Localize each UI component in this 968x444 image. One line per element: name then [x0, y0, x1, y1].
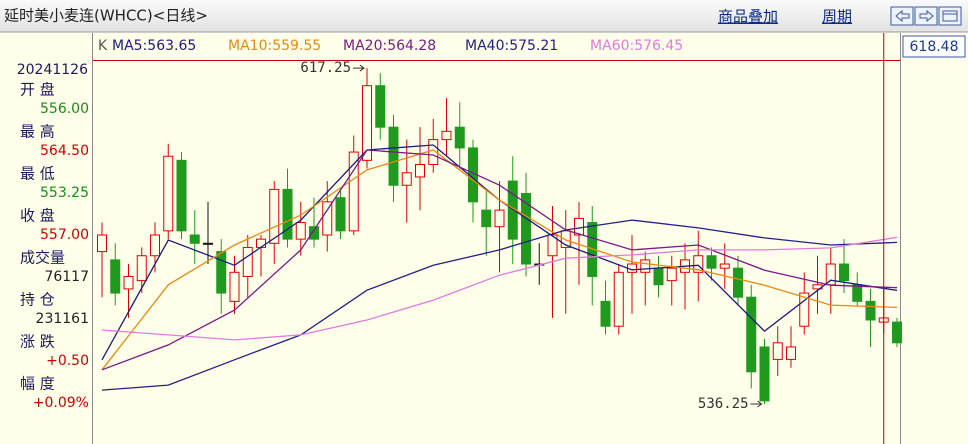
candle-body	[772, 342, 783, 360]
ma-line	[101, 149, 898, 371]
info-value: 76117	[44, 269, 89, 285]
candle-body	[362, 85, 372, 161]
candle-body	[494, 209, 505, 228]
info-date: 20241126	[17, 62, 88, 78]
legend-entry: MA5:563.65	[112, 38, 196, 54]
candle-body	[693, 255, 704, 273]
header-bar	[0, 0, 968, 32]
candle-body	[852, 284, 863, 302]
extreme-arrow	[353, 64, 365, 72]
info-value: +0.09%	[33, 395, 89, 411]
candle-body	[825, 263, 836, 286]
candle-body	[547, 234, 558, 257]
info-label: 幅 度	[20, 375, 55, 393]
button-icons	[895, 9, 958, 23]
candle-body	[150, 234, 160, 257]
candle-body	[110, 259, 121, 294]
info-label: 收 盘	[20, 207, 55, 225]
info-label: 涨 跌	[20, 333, 55, 351]
candle-body	[242, 246, 253, 277]
info-label: 成交量	[20, 249, 65, 267]
button-left[interactable]	[890, 6, 914, 26]
cursor-price-box	[902, 35, 966, 58]
candle-body	[600, 300, 611, 327]
candle-body	[587, 222, 598, 277]
info-label: 最 高	[20, 123, 55, 141]
candle-body	[481, 209, 492, 228]
legend-entry: MA60:576.45	[590, 38, 683, 54]
candle-body	[375, 85, 386, 128]
ma-line	[101, 236, 898, 341]
candle-body	[415, 164, 425, 178]
candle-body	[123, 275, 134, 290]
overlay-link[interactable]: 商品叠加	[718, 8, 778, 26]
candle-body	[613, 271, 624, 327]
candle-body	[322, 201, 333, 236]
candle-body	[733, 267, 743, 298]
cursor-price: 618.48	[910, 39, 959, 55]
extreme-arrow	[750, 400, 763, 408]
ma-line	[101, 149, 898, 371]
info-value: 557.00	[40, 227, 89, 243]
candle-body	[282, 188, 293, 240]
period-link[interactable]: 周期	[822, 8, 852, 26]
candle-body	[719, 263, 730, 269]
candle-body	[189, 234, 200, 244]
candle-body	[348, 151, 359, 232]
candle-body	[441, 130, 452, 141]
candle-body	[746, 296, 757, 373]
candle-body	[401, 172, 412, 186]
extreme-label: 536.25	[698, 396, 749, 412]
info-value: 564.50	[40, 143, 89, 159]
info-value: 231161	[36, 311, 89, 327]
candle-body	[216, 251, 227, 294]
candle-body	[521, 193, 531, 265]
info-value: +0.50	[46, 353, 89, 369]
chart-background	[0, 33, 968, 444]
candle-body	[653, 267, 664, 286]
info-label: 开 盘	[20, 81, 55, 99]
ma-line	[101, 219, 898, 391]
nav-buttons	[890, 6, 962, 26]
candle-body	[892, 321, 902, 344]
candle-body	[229, 271, 240, 302]
legend-prefix: K	[98, 38, 108, 54]
button-window[interactable]	[938, 6, 962, 26]
button-right[interactable]	[914, 6, 938, 26]
candle-body	[256, 238, 266, 248]
legend-entry: MA20:564.28	[343, 38, 436, 54]
info-label: 持 仓	[20, 291, 55, 309]
candle-body	[203, 242, 213, 245]
candle-body	[799, 292, 810, 327]
extreme-label: 617.25	[300, 60, 351, 76]
candle-body	[388, 126, 399, 186]
candle-body	[97, 234, 107, 253]
candle-body	[136, 255, 147, 282]
candle-body	[560, 230, 571, 248]
info-label: 最 低	[20, 165, 55, 183]
candle-body	[335, 197, 346, 232]
candle-body	[428, 139, 439, 166]
candle-body	[839, 263, 849, 282]
candle-body	[295, 222, 306, 240]
info-value: 553.25	[40, 185, 89, 201]
candle-body	[163, 155, 174, 232]
candle-body	[269, 188, 280, 244]
legend-entry: MA10:559.55	[228, 38, 321, 54]
candle-body	[786, 346, 796, 360]
candle-body	[759, 346, 770, 402]
candle-body	[865, 300, 876, 321]
legend-entry: MA40:575.21	[465, 38, 558, 54]
candle-body	[454, 126, 465, 149]
candle-body	[176, 159, 187, 232]
window-title: 延时美小麦连(WHCC)<日线>	[4, 7, 208, 25]
info-value: 556.00	[40, 101, 89, 117]
candle-body	[666, 267, 677, 282]
candle-body	[640, 259, 651, 273]
candle-body	[309, 226, 319, 240]
candle-body	[706, 255, 717, 269]
